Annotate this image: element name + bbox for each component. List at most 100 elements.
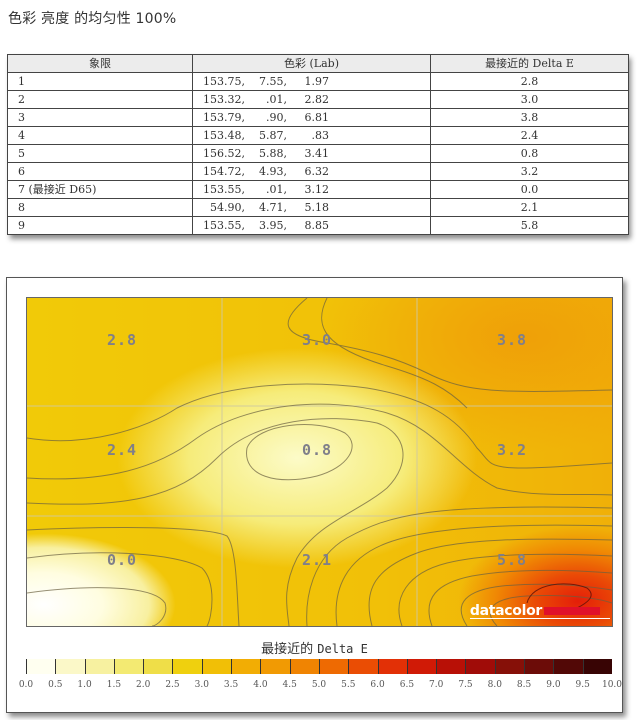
colorbar-segment — [348, 659, 378, 674]
cell-label-8: 2.1 — [302, 551, 333, 569]
colorbar-segment — [143, 659, 173, 674]
uniformity-chart: 2.8 3.0 3.8 2.4 0.8 3.2 0.0 2.1 5.8 data… — [6, 277, 623, 713]
colorbar-tick-label: 6.5 — [399, 680, 415, 690]
colorbar-tick-label: 8.0 — [487, 680, 502, 690]
lab-values-table: 象限 色彩 (Lab) 最接近的 Delta E 1 153.75, 7.55, 1.… — [7, 54, 629, 235]
colorbar-tick-label: 7.5 — [458, 680, 473, 690]
colorbar-segment — [524, 659, 554, 674]
colorbar-tick-label: 1.0 — [77, 680, 92, 690]
colorbar-segment — [465, 659, 495, 674]
quadrant-cell: 1 — [7, 72, 193, 91]
colorbar-segment — [84, 659, 114, 674]
lab-cell: 153.55, 3.95, 8.85 — [192, 216, 431, 235]
table-row: 2 153.32, .01, 2.82 3.0 — [7, 90, 629, 109]
colorbar-segment — [406, 659, 437, 674]
delta-e-cell: 2.8 — [430, 72, 629, 91]
colorbar-tick-label: 9.5 — [575, 680, 590, 690]
lab-cell: 153.55, .01, 3.12 — [192, 180, 431, 199]
delta-e-cell: 3.0 — [430, 90, 629, 109]
colorbar-segment — [494, 659, 525, 674]
delta-e-cell: 5.8 — [430, 216, 629, 235]
colorbar-tick-label: 6.0 — [370, 680, 385, 690]
delta-e-cell: 2.1 — [430, 198, 629, 217]
table-row: 9 153.55, 3.95, 8.85 5.8 — [7, 216, 629, 235]
colorbar-tick-label: 0.0 — [18, 680, 34, 690]
table-row: 5 156.52, 5.88, 3.41 0.8 — [7, 144, 629, 163]
header-delta-e: 最接近的 Delta E — [430, 54, 629, 73]
contour-heatmap — [27, 298, 612, 626]
colorbar-tick-label: 3.5 — [223, 680, 239, 690]
contour-plot: 2.8 3.0 3.8 2.4 0.8 3.2 0.0 2.1 5.8 data… — [26, 297, 613, 627]
delta-e-cell: 0.8 — [430, 144, 629, 163]
colorbar-tick-labels: 0.0 0.5 1.0 1.5 2.0 2.5 3.0 3.5 4.0 4.5 5.0 5.5 6.0 6… — [7, 680, 622, 694]
lab-values-table-container: 象限 色彩 (Lab) 最接近的 Delta E 1 153.75, 7.55, 1.… — [7, 54, 629, 235]
cell-label-1: 2.8 — [107, 331, 138, 349]
table-row: 1 153.75, 7.55, 1.97 2.8 — [7, 72, 629, 91]
delta-e-cell: 3.2 — [430, 162, 629, 181]
header-color-lab: 色彩 (Lab) — [192, 54, 431, 73]
colorbar-segment — [26, 659, 56, 674]
quadrant-cell: 6 — [7, 162, 193, 181]
table-row: 7 (最接近 D65) 153.55, .01, 3.12 0.0 — [7, 180, 629, 199]
colorbar-tick-label: 7.0 — [429, 680, 444, 690]
colorbar-tick-label: 3.0 — [194, 680, 209, 690]
colorbar-segment — [377, 659, 407, 674]
colorbar-tick-label: 5.0 — [311, 680, 327, 690]
table-row: 6 154.72, 4.93, 6.32 3.2 — [7, 162, 629, 181]
colorbar-segment — [289, 659, 319, 674]
colorbar-segment — [113, 659, 144, 674]
cell-label-7: 0.0 — [107, 551, 138, 569]
delta-e-cell: 2.4 — [430, 126, 629, 145]
delta-e-cell: 0.0 — [430, 180, 629, 199]
logo-red-bar — [544, 606, 600, 615]
colorbar-tick-label: 9.0 — [546, 680, 561, 690]
colorbar-tick-label: 4.5 — [282, 680, 297, 690]
colorbar-segment — [260, 659, 290, 674]
colorbar-tick-label: 5.5 — [341, 680, 356, 690]
quadrant-cell: 4 — [7, 126, 193, 145]
colorbar-segment — [172, 659, 202, 674]
quadrant-cell: 7 (最接近 D65) — [7, 180, 193, 199]
table-row: 4 153.48, 5.87, .83 2.4 — [7, 126, 629, 145]
cell-label-9: 5.8 — [497, 551, 528, 569]
cell-label-4: 2.4 — [107, 441, 138, 459]
colorbar-tick-label: 8.5 — [516, 680, 532, 690]
colorbar-segment — [553, 659, 583, 674]
colorbar-tick-label: 10.0 — [601, 680, 623, 690]
table-row: 8 54.90, 4.71, 5.18 2.1 — [7, 198, 629, 217]
lab-cell: 153.79, .90, 6.81 — [192, 108, 431, 127]
table-row: 3 153.79, .90, 6.81 3.8 — [7, 108, 629, 127]
colorbar-segment — [231, 659, 261, 674]
colorbar-tick-label: 2.5 — [165, 680, 180, 690]
lab-cell: 154.72, 4.93, 6.32 — [192, 162, 431, 181]
colorbar-tick-label: 4.0 — [253, 680, 268, 690]
page-title: 色彩 亮度 的均匀性 100% — [8, 11, 177, 27]
colorbar-tick-label: 2.0 — [136, 680, 151, 690]
cell-label-2: 3.0 — [302, 331, 333, 349]
quadrant-cell: 5 — [7, 144, 193, 163]
quadrant-cell: 2 — [7, 90, 193, 109]
table-header-row: 象限 色彩 (Lab) 最接近的 Delta E — [7, 54, 629, 73]
lab-cell: 153.48, 5.87, .83 — [192, 126, 431, 145]
quadrant-cell: 3 — [7, 108, 193, 127]
colorbar-tick-label: 1.5 — [106, 680, 122, 690]
quadrant-cell: 9 — [7, 216, 193, 235]
colorbar-segment — [436, 659, 466, 674]
lab-cell: 153.32, .01, 2.82 — [192, 90, 431, 109]
datacolor-logo: datacolor — [469, 600, 610, 619]
colorbar-segment — [55, 659, 85, 674]
logo-text: datacolor — [469, 603, 542, 619]
cell-label-5: 0.8 — [302, 441, 333, 459]
lab-cell: 54.90, 4.71, 5.18 — [192, 198, 431, 217]
colorbar-segment — [318, 659, 349, 674]
header-quadrant: 象限 — [7, 54, 193, 73]
colorbar-segment — [582, 659, 612, 674]
delta-e-cell: 3.8 — [430, 108, 629, 127]
cell-label-6: 3.2 — [497, 441, 528, 459]
colorbar — [26, 659, 612, 674]
colorbar-tick-label: 0.5 — [48, 680, 63, 690]
lab-cell: 156.52, 5.88, 3.41 — [192, 144, 431, 163]
quadrant-cell: 8 — [7, 198, 193, 217]
legend-title: 最接近的 Delta E — [261, 642, 368, 657]
colorbar-segment — [201, 659, 232, 674]
